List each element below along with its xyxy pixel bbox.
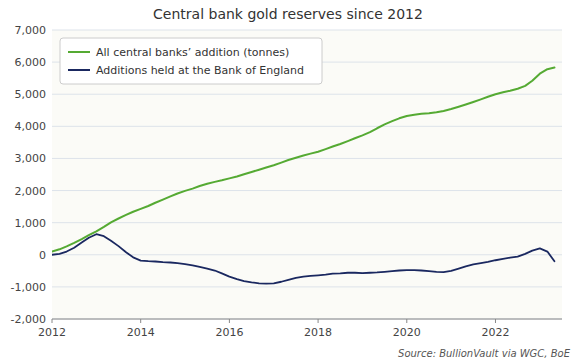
grid-line xyxy=(52,190,562,191)
x-tick-label: 2020 xyxy=(393,326,421,339)
plot-area xyxy=(52,30,562,319)
grid-line xyxy=(52,286,562,287)
grid-line xyxy=(52,30,562,31)
series-group xyxy=(52,68,554,284)
title: Central bank gold reserves since 2012 xyxy=(153,6,423,22)
y-tick-label: 3,000 xyxy=(15,152,47,165)
grid-line xyxy=(52,94,562,95)
y-tick-label: 5,000 xyxy=(15,88,47,101)
x-tick xyxy=(140,319,141,323)
legend-box xyxy=(60,38,322,84)
grid-line xyxy=(52,126,562,127)
y-tick-label: 2,000 xyxy=(15,185,47,198)
x-tick xyxy=(318,319,319,323)
x-tick-label: 2016 xyxy=(215,326,243,339)
x-tick-label: 2022 xyxy=(481,326,509,339)
x-tick xyxy=(52,319,53,323)
y-tick-label: 1,000 xyxy=(15,217,47,230)
y-tick-label: -2,000 xyxy=(11,313,46,326)
legend: All central banks’ addition (tonnes) Addi… xyxy=(60,38,322,84)
legend-swatch xyxy=(68,69,90,71)
grid-line xyxy=(52,158,562,159)
x-tick xyxy=(495,319,496,323)
series-line xyxy=(52,234,554,283)
source-note: Source: BullionVault via WGC, BoE xyxy=(398,348,571,359)
y-tick-label: 6,000 xyxy=(15,56,47,69)
y-tick-label: 0 xyxy=(39,249,46,262)
grid-line xyxy=(52,319,562,320)
legend-label: Additions held at the Bank of England xyxy=(96,64,304,77)
y-tick-label: 7,000 xyxy=(15,24,47,37)
x-tick xyxy=(229,319,230,323)
x-tick-label: 2012 xyxy=(38,326,66,339)
y-tick-label: -1,000 xyxy=(11,281,46,294)
x-axis-line xyxy=(52,319,562,320)
grid-line xyxy=(52,222,562,223)
x-tick-label: 2018 xyxy=(304,326,332,339)
series-line xyxy=(52,68,554,252)
chart: Central bank gold reserves since 2012 -2,… xyxy=(0,0,576,363)
x-tick xyxy=(406,319,407,323)
legend-swatch xyxy=(68,51,90,53)
x-tick-label: 2014 xyxy=(127,326,155,339)
legend-label: All central banks’ addition (tonnes) xyxy=(96,46,289,59)
y-tick-label: 4,000 xyxy=(15,120,47,133)
